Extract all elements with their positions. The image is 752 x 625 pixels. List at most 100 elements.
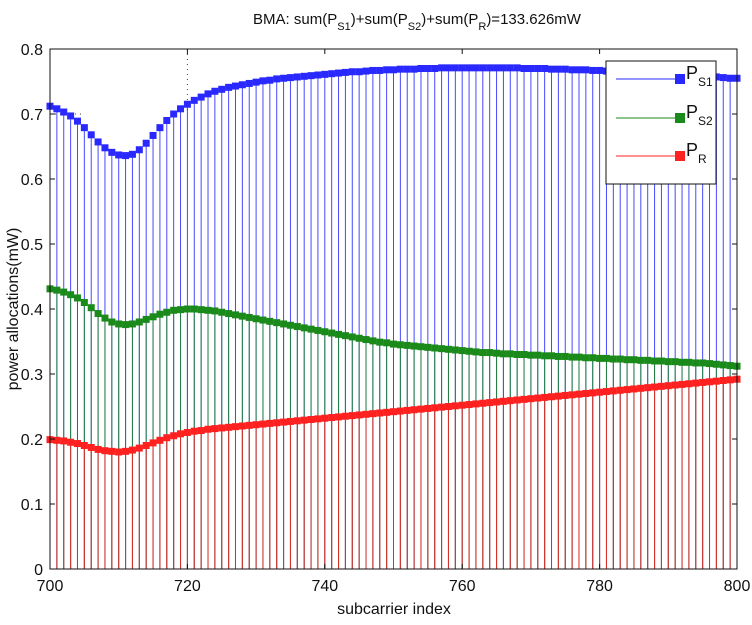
- marker-ps1-757: [438, 64, 446, 72]
- marker-pr-739: [314, 415, 322, 423]
- marker-pr-727: [231, 423, 239, 431]
- marker-ps1-720: [183, 100, 191, 108]
- marker-pr-789: [657, 382, 665, 390]
- marker-pr-702: [60, 437, 68, 445]
- legend-marker-pr: [675, 151, 685, 161]
- marker-ps2-765: [493, 349, 501, 357]
- marker-ps1-743: [341, 68, 349, 76]
- x-axis-label: subcarrier index: [337, 601, 451, 618]
- marker-pr-754: [417, 405, 425, 413]
- chart-title-s1-subscript: S1: [337, 21, 350, 33]
- marker-ps1-733: [273, 75, 281, 83]
- marker-ps2-720: [183, 305, 191, 313]
- marker-ps2-731: [259, 316, 267, 324]
- marker-ps1-744: [348, 68, 356, 76]
- marker-pr-733: [273, 419, 281, 427]
- marker-ps1-798: [719, 74, 727, 82]
- marker-ps2-781: [602, 354, 610, 362]
- marker-pr-750: [390, 408, 397, 416]
- marker-ps2-705: [80, 299, 88, 306]
- marker-ps1-711: [122, 152, 130, 160]
- marker-ps2-766: [499, 350, 507, 358]
- marker-ps2-721: [190, 305, 198, 313]
- marker-ps2-732: [266, 317, 274, 325]
- marker-ps1-728: [238, 81, 246, 89]
- marker-ps2-719: [177, 306, 185, 314]
- marker-ps2-742: [335, 330, 343, 338]
- marker-ps2-743: [341, 332, 349, 340]
- marker-pr-724: [211, 425, 219, 433]
- marker-ps2-716: [156, 310, 164, 318]
- marker-ps1-775: [561, 65, 569, 73]
- marker-ps2-753: [410, 342, 418, 350]
- marker-ps2-769: [520, 351, 528, 358]
- marker-pr-779: [589, 389, 597, 397]
- marker-pr-740: [321, 414, 329, 422]
- marker-ps1-756: [431, 65, 439, 72]
- marker-ps2-780: [596, 354, 604, 362]
- marker-ps2-734: [280, 320, 288, 328]
- marker-ps1-722: [197, 93, 205, 101]
- marker-ps2-776: [568, 353, 576, 361]
- marker-ps1-736: [293, 73, 301, 81]
- marker-ps1-701: [53, 105, 61, 113]
- legend-label-ps2-main: P: [686, 102, 698, 122]
- marker-ps1-759: [451, 64, 459, 72]
- marker-pr-705: [80, 442, 88, 449]
- x-tick-label-740: 740: [311, 578, 338, 595]
- marker-ps2-718: [170, 306, 178, 314]
- marker-ps1-767: [506, 64, 514, 72]
- marker-pr-710: [115, 448, 123, 456]
- marker-ps1-764: [486, 64, 494, 72]
- marker-pr-770: [527, 395, 535, 403]
- marker-ps1-734: [280, 74, 288, 82]
- marker-pr-761: [465, 401, 473, 409]
- marker-ps1-738: [307, 72, 315, 80]
- marker-ps2-736: [293, 323, 301, 331]
- marker-pr-793: [685, 380, 693, 388]
- marker-ps1-710: [115, 151, 123, 159]
- marker-pr-799: [726, 376, 734, 384]
- marker-pr-757: [438, 403, 446, 411]
- y-tick-label-0.8: 0.8: [21, 42, 43, 59]
- marker-ps1-726: [225, 83, 233, 91]
- marker-pr-792: [678, 380, 686, 388]
- y-tick-label-0: 0: [34, 562, 43, 579]
- marker-ps2-711: [122, 321, 130, 329]
- marker-pr-704: [73, 440, 81, 448]
- marker-ps2-724: [211, 307, 219, 315]
- marker-ps1-739: [314, 71, 322, 79]
- marker-ps2-774: [554, 352, 562, 360]
- marker-ps1-758: [444, 64, 452, 72]
- marker-ps2-739: [314, 326, 322, 334]
- marker-pr-769: [520, 395, 528, 403]
- marker-pr-741: [328, 414, 336, 422]
- marker-pr-783: [616, 386, 624, 394]
- marker-ps1-731: [259, 77, 267, 85]
- marker-pr-744: [348, 412, 356, 420]
- marker-ps1-762: [472, 64, 480, 72]
- chart-title-mid-2: )+sum(P: [421, 11, 478, 28]
- marker-ps2-738: [307, 325, 315, 333]
- chart-title-prefix: BMA: sum(P: [253, 11, 337, 28]
- marker-ps2-740: [321, 328, 329, 336]
- marker-ps2-749: [383, 339, 391, 347]
- chart-title-mid-1: )+sum(P: [351, 11, 408, 28]
- marker-pr-752: [403, 406, 411, 414]
- marker-ps2-755: [424, 343, 432, 351]
- marker-pr-777: [575, 390, 583, 398]
- marker-pr-737: [300, 416, 308, 424]
- marker-ps1-703: [67, 112, 75, 120]
- marker-pr-721: [190, 427, 198, 435]
- marker-ps2-789: [657, 357, 665, 365]
- marker-pr-759: [451, 402, 459, 410]
- marker-ps2-771: [534, 351, 542, 359]
- marker-ps1-714: [142, 139, 150, 147]
- marker-ps1-749: [383, 66, 391, 74]
- marker-pr-794: [692, 379, 700, 387]
- marker-pr-738: [307, 416, 315, 423]
- legend-label-ps2-sub: S2: [698, 114, 713, 128]
- marker-ps2-710: [115, 320, 123, 328]
- y-tick-label-0.5: 0.5: [21, 237, 43, 254]
- marker-ps1-765: [493, 64, 501, 72]
